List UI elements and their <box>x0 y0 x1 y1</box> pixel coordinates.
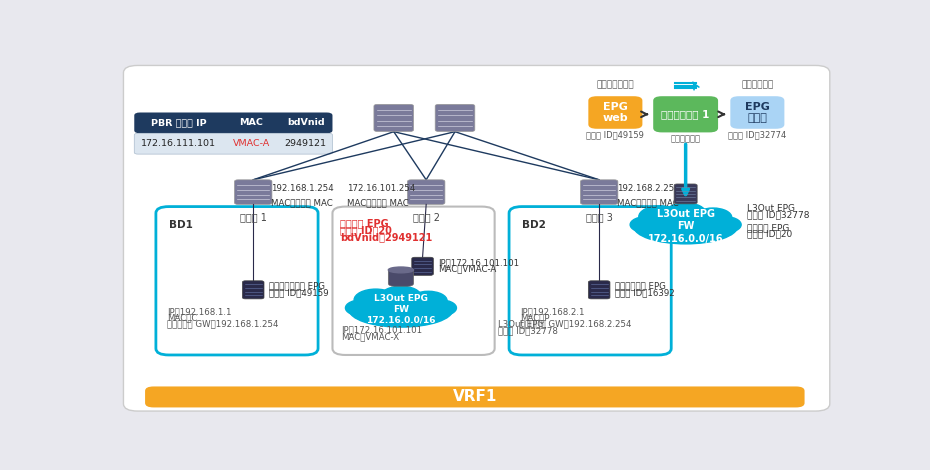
Text: MAC：リーフ MAC: MAC：リーフ MAC <box>272 199 333 208</box>
Text: 172.16.101.254: 172.16.101.254 <box>347 184 416 193</box>
Text: クラス ID：49159: クラス ID：49159 <box>587 131 644 140</box>
FancyBboxPatch shape <box>407 180 445 204</box>
Text: リダイレクト: リダイレクト <box>671 134 700 143</box>
Text: EPG
web: EPG web <box>603 102 628 123</box>
Text: bdVnid：2949121: bdVnid：2949121 <box>339 232 432 243</box>
Text: IP：172.16.101.101: IP：172.16.101.101 <box>341 325 422 334</box>
Text: MAC：VMAC-A: MAC：VMAC-A <box>438 265 497 274</box>
Text: 192.168.1.254: 192.168.1.254 <box>272 184 334 193</box>
Circle shape <box>710 217 741 233</box>
Text: クラス ID：16392: クラス ID：16392 <box>615 288 675 297</box>
Text: デフォルト GW：192.168.2.254: デフォルト GW：192.168.2.254 <box>520 319 631 329</box>
FancyBboxPatch shape <box>589 281 610 299</box>
FancyBboxPatch shape <box>435 104 475 132</box>
Text: クラス ID：49159: クラス ID：49159 <box>269 288 328 297</box>
Text: L3Out EPG: L3Out EPG <box>747 204 795 213</box>
FancyBboxPatch shape <box>412 257 433 275</box>
FancyBboxPatch shape <box>332 207 495 355</box>
Text: bdVnid: bdVnid <box>286 118 325 127</box>
FancyBboxPatch shape <box>156 207 318 355</box>
FancyBboxPatch shape <box>730 96 784 129</box>
Text: クラス ID：32778: クラス ID：32778 <box>747 210 809 219</box>
Circle shape <box>666 203 706 223</box>
Text: PBR 接続先 IP: PBR 接続先 IP <box>151 118 206 127</box>
Text: 172.16.111.101: 172.16.111.101 <box>141 139 217 148</box>
Text: IP：172.16.101.101: IP：172.16.101.101 <box>438 258 520 267</box>
Circle shape <box>695 208 732 227</box>
Text: IP：192.168.2.1: IP：192.168.2.1 <box>520 307 584 316</box>
Circle shape <box>380 286 421 306</box>
FancyBboxPatch shape <box>589 96 643 129</box>
Text: L3Out EPG
FW
172.16.0.0/16: L3Out EPG FW 172.16.0.0/16 <box>366 294 435 325</box>
Text: MAC：リーフ MAC: MAC：リーフ MAC <box>618 199 679 208</box>
Ellipse shape <box>389 267 414 273</box>
FancyBboxPatch shape <box>243 281 264 299</box>
Text: サービス EPG: サービス EPG <box>747 223 790 232</box>
Text: MAC：P: MAC：P <box>520 313 550 322</box>
Text: リーフ 1: リーフ 1 <box>240 212 267 222</box>
FancyBboxPatch shape <box>234 180 272 204</box>
Circle shape <box>354 289 397 311</box>
Circle shape <box>639 206 682 227</box>
FancyBboxPatch shape <box>374 104 414 132</box>
Text: クラス ID：20: クラス ID：20 <box>747 229 792 238</box>
FancyBboxPatch shape <box>134 133 333 154</box>
Text: 192.168.2.254: 192.168.2.254 <box>618 184 680 193</box>
Text: コンシューマー EPG: コンシューマー EPG <box>269 281 326 290</box>
Circle shape <box>425 300 457 316</box>
Text: リーフ 3: リーフ 3 <box>586 212 613 222</box>
Text: EPG
アプリ: EPG アプリ <box>745 102 770 123</box>
Text: クラス ID：32774: クラス ID：32774 <box>728 131 787 140</box>
Text: コントラクト 1: コントラクト 1 <box>661 110 710 119</box>
Text: MAC: MAC <box>239 118 263 127</box>
Text: MAC：リーフ MAC: MAC：リーフ MAC <box>347 199 408 208</box>
FancyBboxPatch shape <box>509 207 671 355</box>
Circle shape <box>409 291 447 310</box>
Text: プロバイダー EPG: プロバイダー EPG <box>615 281 666 290</box>
Text: クラス ID：20: クラス ID：20 <box>339 225 392 235</box>
FancyBboxPatch shape <box>134 112 333 133</box>
Text: サービス EPG: サービス EPG <box>339 218 389 228</box>
Text: MAC：C: MAC：C <box>166 313 197 322</box>
FancyBboxPatch shape <box>580 180 618 204</box>
Text: L3Out EPG: L3Out EPG <box>498 320 544 329</box>
Ellipse shape <box>633 209 737 244</box>
Text: プロバイダー: プロバイダー <box>741 80 774 89</box>
Text: VMAC-A: VMAC-A <box>232 139 270 148</box>
Text: L3Out EPG
FW
172.16.0.0/16: L3Out EPG FW 172.16.0.0/16 <box>648 209 724 243</box>
Text: 2949121: 2949121 <box>285 139 326 148</box>
Text: クラス ID：32778: クラス ID：32778 <box>498 326 558 335</box>
Text: BD1: BD1 <box>169 219 193 230</box>
FancyBboxPatch shape <box>653 96 718 133</box>
FancyBboxPatch shape <box>389 268 414 286</box>
Circle shape <box>345 300 378 316</box>
Text: IP：192.168.1.1: IP：192.168.1.1 <box>166 307 232 316</box>
Circle shape <box>631 217 662 233</box>
Text: コンシューマー: コンシューマー <box>596 80 634 89</box>
Text: MAC：VMAC-X: MAC：VMAC-X <box>341 332 399 341</box>
Text: VRF1: VRF1 <box>453 390 498 405</box>
Text: デフォルト GW：192.168.1.254: デフォルト GW：192.168.1.254 <box>166 319 278 329</box>
Text: リーフ 2: リーフ 2 <box>413 212 440 222</box>
FancyBboxPatch shape <box>145 386 804 407</box>
FancyBboxPatch shape <box>674 184 698 204</box>
Ellipse shape <box>349 292 453 327</box>
Text: BD2: BD2 <box>522 219 546 230</box>
FancyBboxPatch shape <box>124 65 830 411</box>
